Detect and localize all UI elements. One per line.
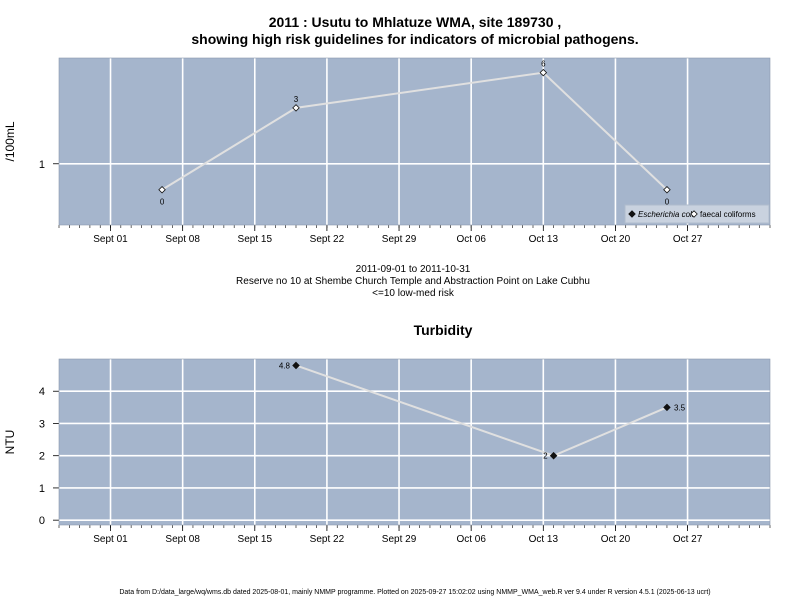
- y-tick-label: 4: [39, 386, 45, 398]
- legend-label: faecal coliforms: [700, 210, 756, 219]
- x-tick-label: Sept 29: [382, 234, 417, 245]
- plot-panel: [59, 359, 770, 525]
- turbidity-title: Turbidity: [414, 322, 473, 338]
- footer-note: Data from D:/data_large/wq/wms.db dated …: [119, 589, 711, 596]
- data-label: 2: [543, 452, 548, 461]
- chart-title-line-2: showing high risk guidelines for indicat…: [191, 31, 639, 47]
- data-point: [549, 451, 558, 460]
- risk-note: <=10 low-med risk: [372, 288, 454, 299]
- plot-frame: [58, 358, 771, 526]
- data-point: [292, 104, 300, 112]
- x-tick-label: Sept 22: [310, 534, 345, 545]
- date-range-note: 2011-09-01 to 2011-10-31: [355, 264, 471, 275]
- y-tick-label: 1: [39, 483, 45, 495]
- data-label: 4.8: [279, 361, 291, 370]
- legend-label: Escherichia coli: [638, 210, 694, 219]
- data-label: 0: [160, 198, 165, 207]
- y-tick-label: 1: [39, 159, 45, 171]
- x-tick-label: Sept 01: [93, 234, 128, 245]
- data-label: 0: [665, 198, 670, 207]
- legend-marker: [690, 210, 698, 218]
- y-tick-label: 3: [39, 418, 45, 430]
- x-tick-label: Oct 20: [601, 234, 631, 245]
- x-tick-label: Sept 08: [165, 234, 200, 245]
- data-label: 6: [541, 60, 546, 69]
- series-line: [161, 71, 668, 191]
- data-point: [292, 361, 300, 370]
- data-label: 3.5: [674, 403, 686, 412]
- x-tick-label: Oct 27: [673, 234, 703, 245]
- x-tick-label: Sept 29: [382, 534, 417, 545]
- y-tick-label: 0: [39, 515, 45, 527]
- data-point: [539, 68, 548, 77]
- location-note: Reserve no 10 at Shembe Church Temple an…: [236, 276, 590, 287]
- x-tick-label: Sept 15: [238, 234, 273, 245]
- x-tick-label: Oct 20: [601, 534, 631, 545]
- legend-marker: [628, 210, 636, 218]
- x-tick-label: Sept 15: [238, 534, 273, 545]
- data-point: [663, 185, 671, 194]
- turbidity-plot: Sept 01 Sept 08 Sept 15 Sept 22 Sept 29 Oct 0…: [3, 358, 771, 545]
- plot-panel: [59, 58, 770, 225]
- y-tick-label: 2: [39, 451, 45, 463]
- x-tick-label: Sept 08: [165, 534, 200, 545]
- x-tick-label: Oct 13: [529, 234, 559, 245]
- plot-frame: [58, 57, 771, 226]
- y-axis-label: NTU: [3, 430, 17, 455]
- x-tick-label: Oct 06: [456, 234, 486, 245]
- x-tick-label: Oct 13: [529, 534, 559, 545]
- data-point: [663, 403, 671, 412]
- microbial-plot: Sept 01 Sept 08 Sept 15 Sept 22 Sept 29 Oct 0…: [3, 57, 771, 245]
- y-axis-label: /100mL: [3, 121, 17, 161]
- x-tick-label: Sept 01: [93, 534, 128, 545]
- data-label: 3: [294, 95, 299, 104]
- x-tick-label: Oct 27: [673, 534, 703, 545]
- data-point: [158, 185, 166, 194]
- x-tick-label: Oct 06: [456, 534, 486, 545]
- x-tick-label: Sept 22: [310, 234, 345, 245]
- chart-title-line-1: 2011 : Usutu to Mhlatuze WMA, site 18973…: [268, 14, 562, 30]
